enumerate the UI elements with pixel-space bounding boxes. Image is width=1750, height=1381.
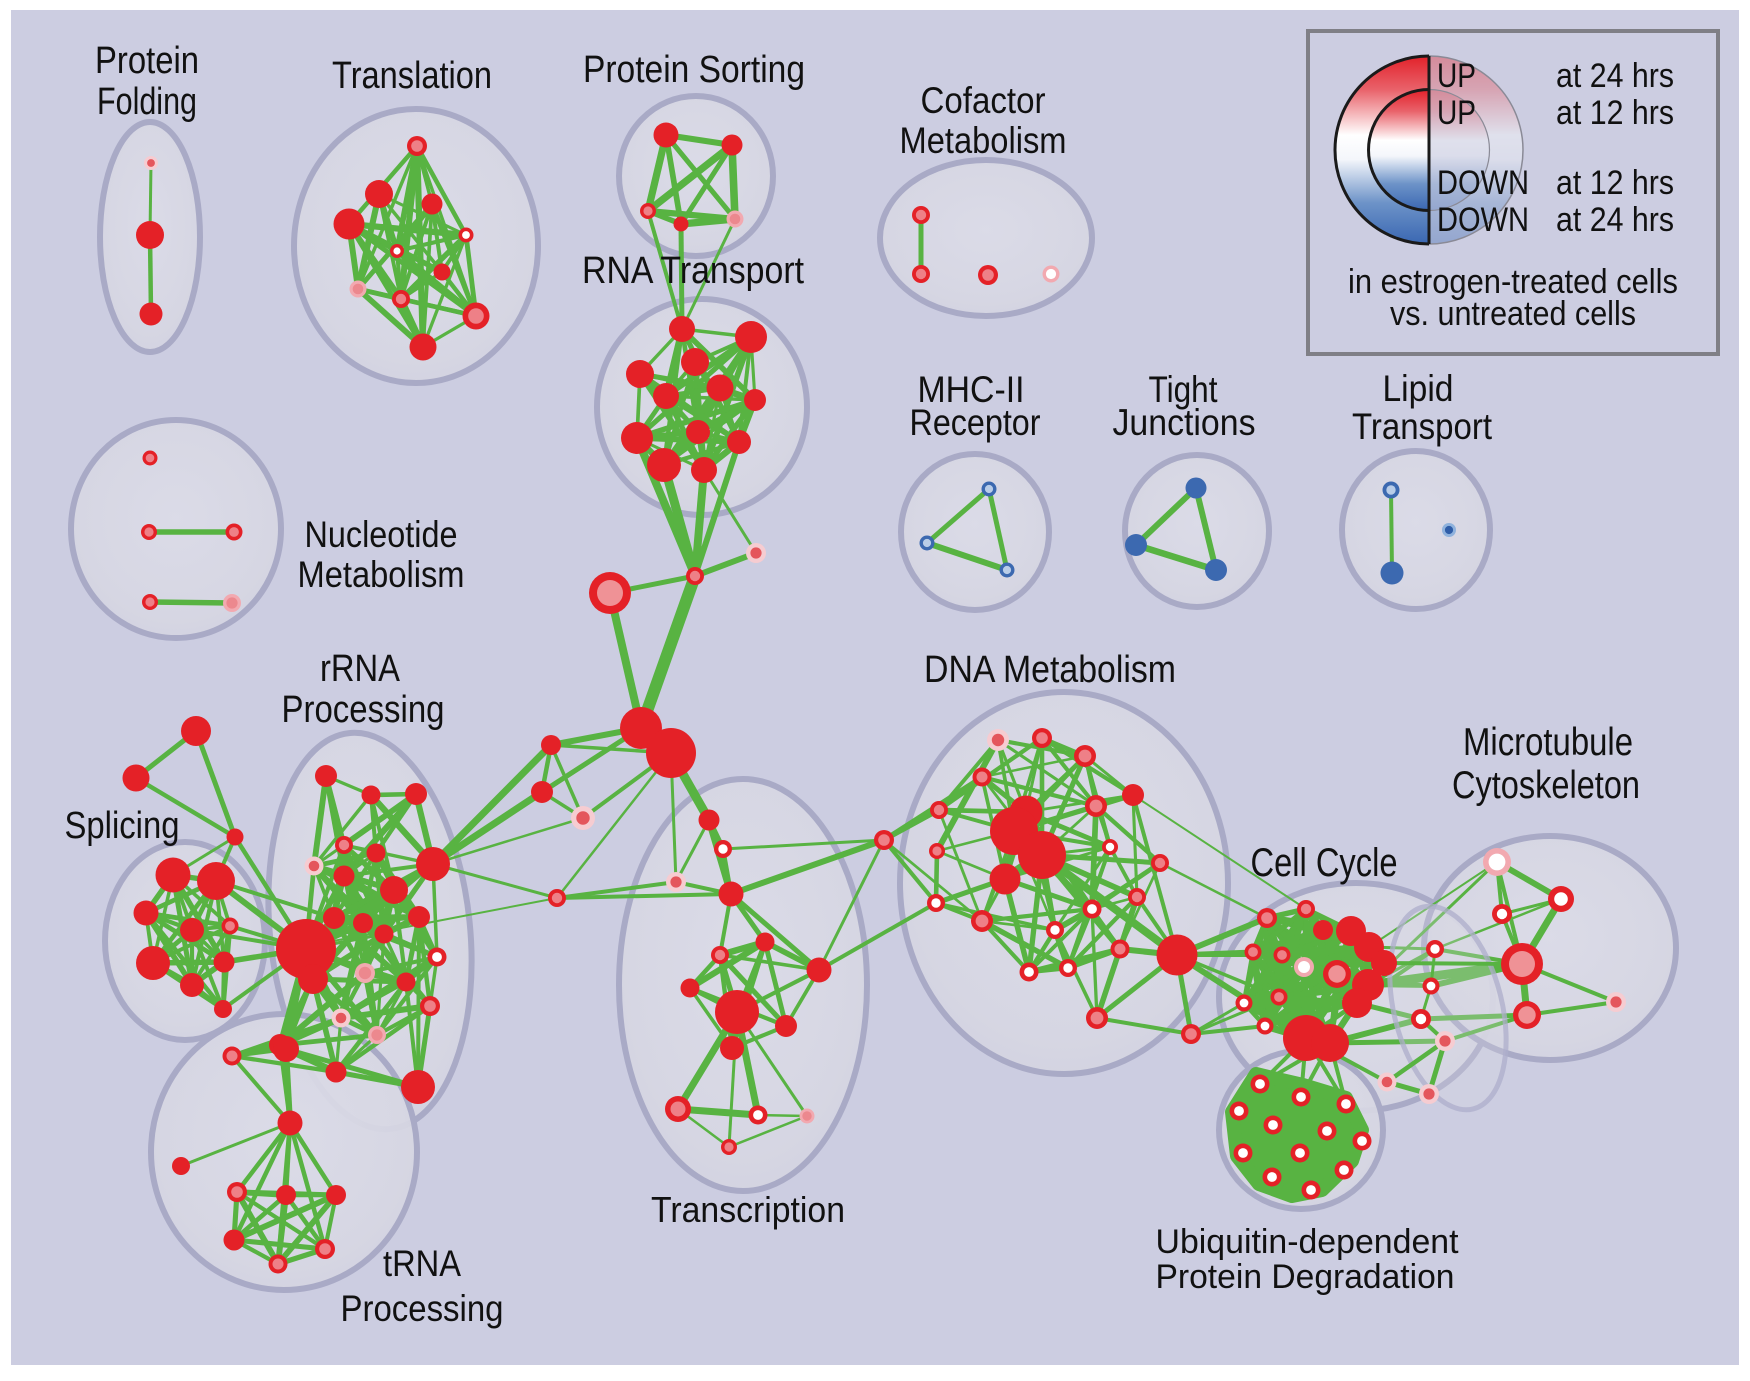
svg-text:Lipid: Lipid — [1383, 368, 1454, 409]
svg-text:Microtubule: Microtubule — [1463, 721, 1633, 764]
svg-text:Cytoskeleton: Cytoskeleton — [1452, 764, 1640, 807]
svg-text:Transport: Transport — [1352, 406, 1493, 447]
svg-text:rRNA: rRNA — [320, 648, 401, 690]
svg-text:Transcription: Transcription — [651, 1189, 845, 1230]
svg-text:RNA Transport: RNA Transport — [582, 250, 804, 292]
svg-text:DOWN: DOWN — [1437, 164, 1529, 202]
svg-text:UP: UP — [1437, 57, 1476, 95]
svg-text:Junctions: Junctions — [1113, 402, 1256, 443]
svg-text:Translation: Translation — [332, 55, 492, 97]
svg-text:at 12 hrs: at 12 hrs — [1556, 164, 1674, 202]
svg-text:UP: UP — [1437, 94, 1476, 132]
svg-text:at 24 hrs: at 24 hrs — [1556, 201, 1674, 239]
svg-text:at 24 hrs: at 24 hrs — [1556, 57, 1674, 95]
svg-text:at 12 hrs: at 12 hrs — [1556, 94, 1674, 132]
svg-text:Protein Sorting: Protein Sorting — [583, 49, 805, 91]
svg-text:Tight: Tight — [1149, 369, 1219, 410]
svg-text:Protein Degradation: Protein Degradation — [1156, 1258, 1455, 1296]
svg-text:DOWN: DOWN — [1437, 201, 1529, 239]
svg-text:Metabolism: Metabolism — [298, 554, 465, 595]
svg-text:in estrogen-treated cells: in estrogen-treated cells — [1348, 263, 1678, 301]
svg-text:Metabolism: Metabolism — [900, 120, 1067, 161]
svg-text:Ubiquitin-dependent: Ubiquitin-dependent — [1156, 1223, 1460, 1261]
svg-text:vs. untreated cells: vs. untreated cells — [1390, 295, 1636, 333]
svg-text:Nucleotide: Nucleotide — [305, 514, 458, 555]
svg-text:Cell Cycle: Cell Cycle — [1251, 841, 1398, 885]
svg-text:Processing: Processing — [282, 689, 445, 731]
svg-text:DNA Metabolism: DNA Metabolism — [924, 649, 1176, 691]
svg-text:Protein: Protein — [95, 40, 199, 82]
svg-text:Folding: Folding — [97, 81, 197, 123]
svg-text:Splicing: Splicing — [65, 805, 180, 847]
svg-text:Cofactor: Cofactor — [921, 80, 1046, 121]
svg-text:Processing: Processing — [341, 1288, 504, 1329]
svg-text:tRNA: tRNA — [383, 1243, 461, 1284]
svg-text:MHC-II: MHC-II — [918, 369, 1025, 410]
svg-text:Receptor: Receptor — [910, 402, 1041, 443]
